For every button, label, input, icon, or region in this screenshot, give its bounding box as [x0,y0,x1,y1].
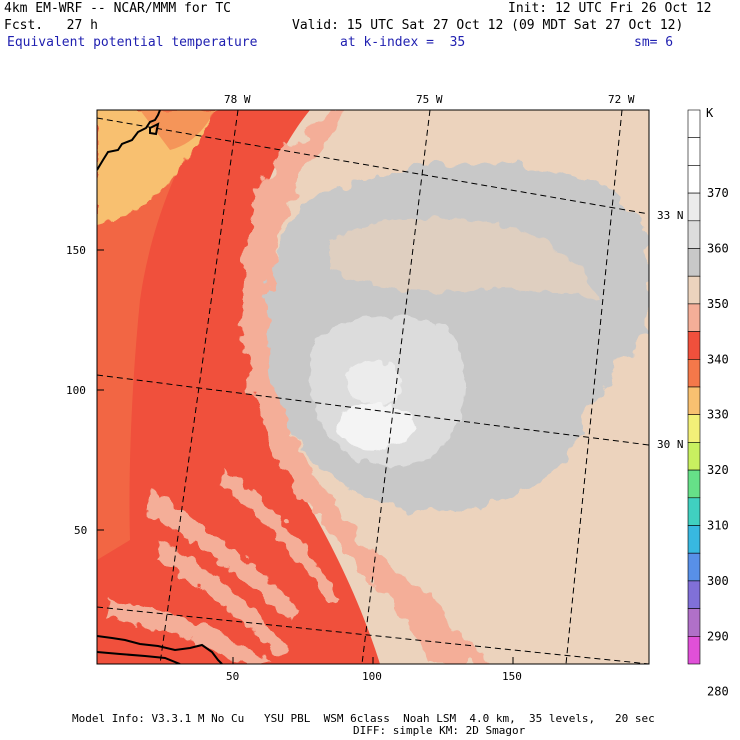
colorbar-label: 290 [707,629,729,643]
model-info: Model Info: V3.3.1 M No Cu YSU PBL WSM 6… [72,712,655,725]
smoothing-label: sm= 6 [634,35,674,50]
colorbar-swatch [687,414,701,443]
lon-label-72w: 72 W [608,93,635,106]
diffusion-info: DIFF: simple KM: 2D Smagor [353,724,526,737]
lon-label-75w: 75 W [416,93,443,106]
colorbar-swatch [687,109,701,139]
colorbar-swatch [687,137,701,166]
coastline [97,110,223,664]
lat-label-33n: 33 N [657,209,684,222]
colorbar-swatch [687,248,701,277]
colorbar-label: 310 [707,519,729,533]
k-index-label: at k-index = 35 [340,35,466,50]
colorbar-swatch [687,275,701,305]
valid-time: Valid: 15 UTC Sat 27 Oct 12 (09 MDT Sat … [292,18,684,33]
model-title: 4km EM-WRF -- NCAR/MMM for TC [4,1,231,16]
lon-label-78w: 78 W [224,93,251,106]
colorbar-label: 360 [707,242,729,256]
forecast-hour: Fcst. 27 h [4,18,98,33]
colorbar-swatch [687,358,701,388]
colorbar-swatch [687,552,701,582]
colorbar-unit: K [706,106,714,120]
x-tick-100: 100 [362,670,382,683]
colorbar-swatch [687,635,701,665]
y-tick-100: 100 [66,384,86,397]
colorbar-label: 370 [707,186,729,200]
colorbar [687,109,701,665]
colorbar-swatch [687,525,701,554]
colorbar-swatch [687,442,701,471]
colorbar-swatch [687,303,701,332]
theta-e-field [97,110,649,664]
colorbar-swatch [687,608,701,637]
y-tick-150: 150 [66,244,86,257]
colorbar-label: 330 [707,408,729,422]
colorbar-swatch [687,469,701,499]
graticule [97,110,649,664]
field-name: Equivalent potential temperature [7,35,258,50]
colorbar-label: 340 [707,352,729,366]
x-tick-150: 150 [502,670,522,683]
colorbar-label: 350 [707,297,729,311]
colorbar-swatch [687,331,701,360]
colorbar-swatch [687,386,701,416]
colorbar-swatch [687,192,701,222]
colorbar-label: 320 [707,463,729,477]
colorbar-swatch [687,165,701,194]
init-time: Init: 12 UTC Fri 26 Oct 12 [508,1,712,16]
colorbar-swatch [687,580,701,609]
x-tick-50: 50 [226,670,239,683]
colorbar-label: 280 [707,685,729,699]
colorbar-swatch [687,497,701,526]
y-tick-50: 50 [74,524,87,537]
colorbar-swatch [687,220,701,249]
colorbar-label: 300 [707,574,729,588]
lat-label-30n: 30 N [657,438,684,451]
